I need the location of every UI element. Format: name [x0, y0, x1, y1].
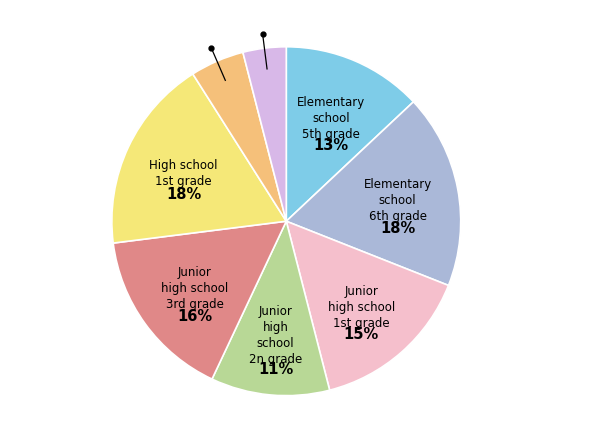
Text: 11%: 11%	[258, 361, 293, 376]
Text: High school
1st grade: High school 1st grade	[149, 159, 218, 188]
Text: Junior
high school
1st grade: Junior high school 1st grade	[327, 284, 395, 329]
Wedge shape	[286, 222, 448, 390]
Text: Junior
high school
3rd grade: Junior high school 3rd grade	[161, 266, 228, 311]
Wedge shape	[112, 75, 286, 244]
Wedge shape	[113, 222, 286, 379]
Text: Elementary
school
5th grade: Elementary school 5th grade	[297, 95, 365, 140]
Wedge shape	[286, 48, 414, 222]
Text: 15%: 15%	[343, 326, 379, 342]
Text: Elementary
school
6th grade: Elementary school 6th grade	[363, 178, 432, 223]
Wedge shape	[212, 222, 330, 396]
Text: 13%: 13%	[314, 138, 349, 153]
Wedge shape	[193, 53, 286, 222]
Wedge shape	[286, 103, 461, 286]
Text: 18%: 18%	[380, 220, 415, 236]
Text: Junior
high
school
2n grade: Junior high school 2n grade	[249, 304, 302, 365]
Text: 16%: 16%	[177, 308, 212, 323]
Wedge shape	[243, 48, 286, 222]
Text: 18%: 18%	[166, 187, 201, 202]
